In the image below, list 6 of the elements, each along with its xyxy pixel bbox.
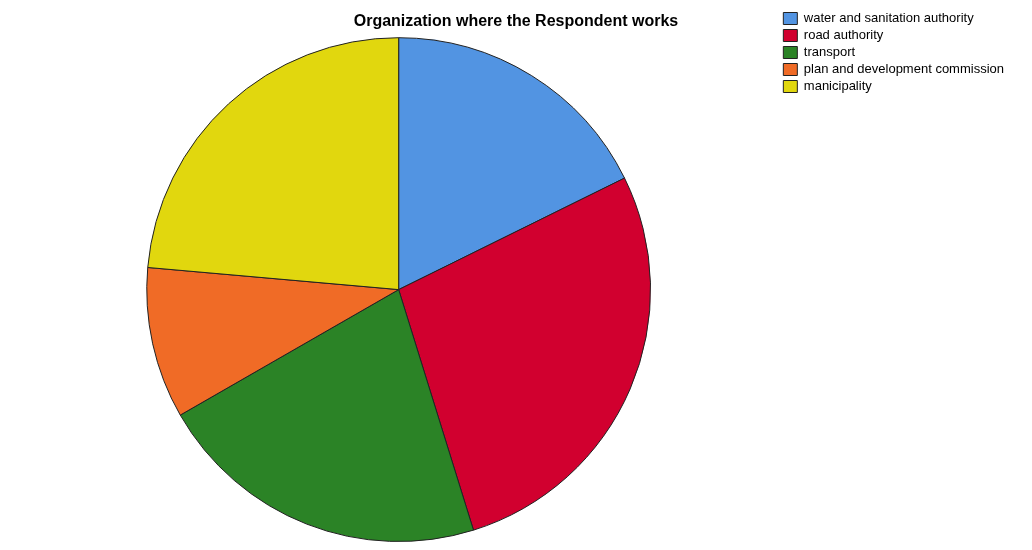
legend-label: plan and development commission xyxy=(803,61,1004,77)
legend-label: manicipality xyxy=(803,78,873,94)
legend-label: water and sanitation authority xyxy=(802,10,975,26)
legend-label: transport xyxy=(803,44,856,60)
legend-label: road authority xyxy=(803,27,884,43)
chart-title: Organization where the Respondent works xyxy=(353,12,679,30)
